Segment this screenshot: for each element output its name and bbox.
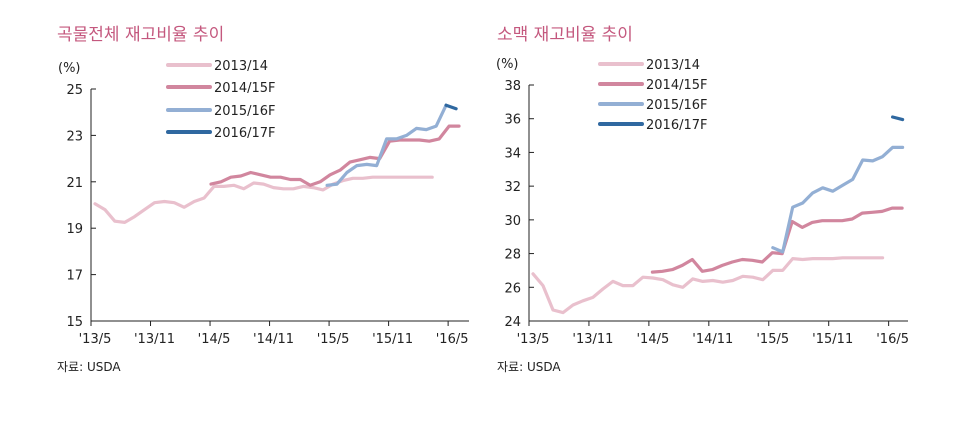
x-tick-label: '13/5 xyxy=(79,332,112,347)
y-tick-label: 15 xyxy=(66,315,83,330)
y-tick-label: 19 xyxy=(66,222,83,237)
y-axis-unit: (%) xyxy=(58,61,81,76)
y-tick-label: 34 xyxy=(504,146,521,161)
legend-label: 2015/16F xyxy=(214,104,275,119)
series-line-2015-16F xyxy=(771,145,905,254)
legend-label: 2015/16F xyxy=(646,98,707,113)
legend-label: 2013/14 xyxy=(214,59,268,74)
x-tick-label: '15/5 xyxy=(756,332,789,347)
x-tick-label: '13/5 xyxy=(517,332,550,347)
x-tick-label: '15/5 xyxy=(317,332,350,347)
y-tick-label: 23 xyxy=(66,129,83,144)
y-tick-label: 32 xyxy=(504,180,521,195)
y-tick-label: 26 xyxy=(504,281,521,296)
legend-label: 2016/17F xyxy=(646,118,707,133)
y-tick-label: 21 xyxy=(66,176,83,191)
y-axis-unit: (%) xyxy=(496,57,519,72)
y-tick-label: 25 xyxy=(66,83,83,98)
legend-label: 2014/15F xyxy=(214,81,275,96)
y-tick-label: 36 xyxy=(504,113,521,128)
x-tick-label: '16/5 xyxy=(876,332,909,347)
legend-label: 2013/14 xyxy=(646,58,700,73)
series-line-2013-14 xyxy=(93,175,434,224)
series-line-2014-15F xyxy=(650,206,904,274)
y-tick-label: 30 xyxy=(504,214,521,229)
x-tick-label: '15/11 xyxy=(812,332,853,347)
x-tick-label: '14/5 xyxy=(636,332,669,347)
series-line-2016-17F xyxy=(444,103,458,111)
x-tick-label: '13/11 xyxy=(572,332,613,347)
legend-label: 2016/17F xyxy=(214,126,275,141)
series-line-2014-15F xyxy=(209,124,461,187)
series-line-2013-14 xyxy=(531,256,885,315)
x-tick-label: '14/11 xyxy=(692,332,733,347)
chart1-source: 자료: USDA xyxy=(57,360,121,374)
chart1-title: 곡물전체 재고비율 추이 xyxy=(57,25,225,45)
x-tick-label: '14/5 xyxy=(198,332,231,347)
y-tick-label: 38 xyxy=(504,79,521,94)
x-tick-label: '16/5 xyxy=(436,332,469,347)
chart2-title: 소맥 재고비율 추이 xyxy=(497,25,633,45)
chart2-source: 자료: USDA xyxy=(497,360,561,374)
y-tick-label: 24 xyxy=(504,315,521,330)
series-line-2016-17F xyxy=(890,115,905,122)
y-tick-label: 28 xyxy=(504,248,521,263)
x-tick-label: '14/11 xyxy=(253,332,294,347)
y-tick-label: 17 xyxy=(66,269,83,284)
x-tick-label: '15/11 xyxy=(372,332,413,347)
legend-label: 2014/15F xyxy=(646,78,707,93)
x-tick-label: '13/11 xyxy=(134,332,175,347)
